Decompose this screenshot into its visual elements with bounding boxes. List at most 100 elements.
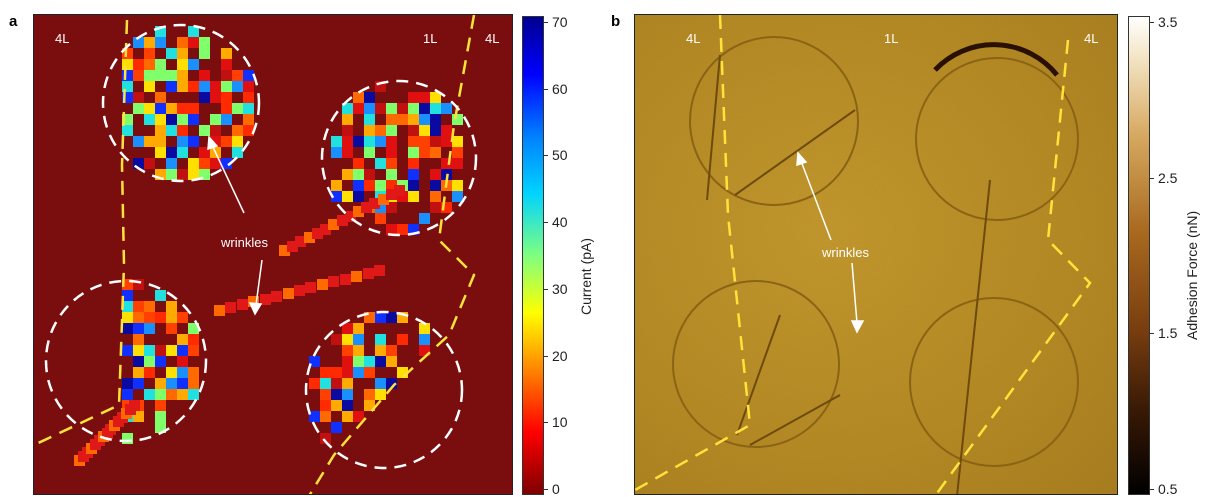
current-pixel [353,103,364,114]
current-pixel [144,136,155,147]
current-pixel [144,158,155,169]
current-pixel [199,48,210,59]
current-pixel [188,59,199,70]
current-pixel [419,334,430,345]
wrinkle-pixel [287,241,298,252]
current-pixel [155,125,166,136]
panel-b-letter: b [611,13,621,30]
wrinkle-pixel [378,194,389,205]
wrinkle-1 [706,54,721,201]
current-pixel [320,389,331,400]
wrinkle-pixel [271,291,282,302]
current-pixel [221,48,232,59]
current-pixel [144,356,155,367]
current-pixel [122,279,133,290]
current-pixel [177,389,188,400]
current-pixel [155,114,166,125]
current-pixel [441,125,452,136]
current-pixel [408,158,419,169]
current-pixel [166,169,177,180]
current-pixel [177,356,188,367]
current-pixel [386,169,397,180]
current-pixel [155,59,166,70]
current-pixel [188,367,199,378]
current-pixel [353,323,364,334]
current-pixel [232,147,243,158]
arrow-up-head [207,135,219,151]
current-pixel [232,136,243,147]
current-tick-mark [544,422,548,424]
adhesion-tick-mark [1150,22,1154,23]
label-b-left-4l: 4L [686,31,701,46]
wrinkle-pixel [320,224,331,235]
current-pixel [375,125,386,136]
current-pixel [188,26,199,37]
current-pixel [342,191,353,202]
wrinkle-pixel [363,268,374,279]
current-pixel [177,81,188,92]
wrinkle-pixel [295,236,306,247]
current-pixel [419,213,430,224]
hole-circles [44,23,478,470]
current-pixel [342,323,353,334]
wrinkle-pixel [351,271,362,282]
current-tick-mark [544,222,548,224]
label-right-4l: 4L [485,31,500,46]
current-pixel [342,169,353,180]
current-pixel [452,158,463,169]
current-pixel [188,334,199,345]
current-pixel [166,323,177,334]
current-pixel [419,147,430,158]
current-pixel [331,367,342,378]
current-pixel [177,378,188,389]
current-pixel [353,345,364,356]
current-pixel [419,323,430,334]
current-pixel [144,323,155,334]
current-pixel [331,400,342,411]
current-pixel [430,136,441,147]
current-pixel [144,59,155,70]
current-pixel [210,92,221,103]
current-pixel [166,389,177,400]
current-pixel [331,389,342,400]
wrinkle-pixel [260,294,271,305]
adhesion-colorbar [1128,16,1150,495]
current-pixel [155,389,166,400]
current-pixel [188,323,199,334]
circle-top-left [101,23,261,183]
hole-bottom-right [909,297,1079,467]
current-pixel [386,103,397,114]
current-pixel [199,125,210,136]
current-pixel [155,400,166,411]
current-pixel [155,92,166,103]
current-pixel [177,147,188,158]
current-pixel [144,367,155,378]
current-pixel [375,81,386,92]
current-pixel [188,136,199,147]
current-pixel [430,191,441,202]
current-pixel [133,136,144,147]
current-pixel [364,169,375,180]
current-pixel [188,103,199,114]
adhesion-map: 4L 1L 4L wrinkles [634,14,1118,495]
current-pixel [342,334,353,345]
wrinkle-pixel [394,185,405,196]
current-pixel [320,400,331,411]
current-pixel [243,125,254,136]
label-left-4l: 4L [55,31,70,46]
current-pixel [199,158,210,169]
current-pixel [232,125,243,136]
current-pixel [122,378,133,389]
current-pixel [375,378,386,389]
current-pixel [375,356,386,367]
current-pixel [155,411,166,422]
current-tick-mark [544,288,548,290]
wrinkle-5 [749,394,841,446]
current-pixel [188,169,199,180]
current-pixel [386,147,397,158]
current-pixel [221,59,232,70]
current-pixel [166,147,177,158]
current-pixel [133,378,144,389]
current-pixel [397,191,408,202]
arrow-down-head [248,302,263,316]
